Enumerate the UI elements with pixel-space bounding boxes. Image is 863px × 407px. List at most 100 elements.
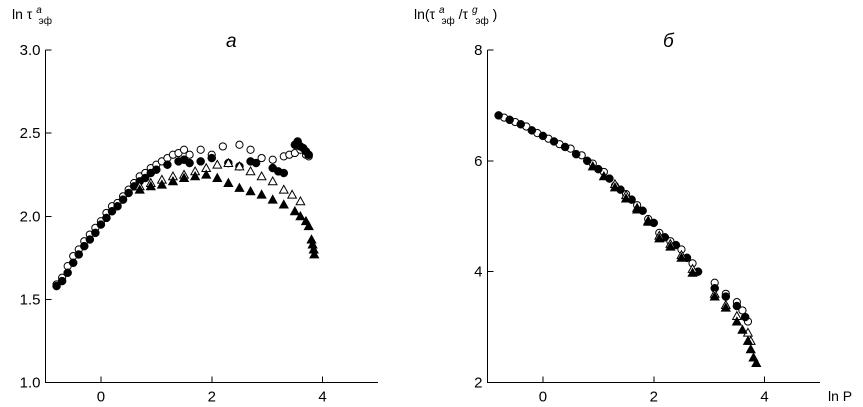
- data-point-filled-circle: [527, 126, 537, 135]
- data-point-open-circle: [196, 145, 205, 154]
- panel-a-y-axis-label: ln τ а эф: [12, 0, 52, 27]
- data-point-filled-circle: [163, 160, 172, 169]
- data-point-filled-triangle: [201, 169, 212, 179]
- data-point-filled-triangle: [245, 185, 256, 196]
- panel-b-x-axis-label: ln P: [828, 388, 852, 404]
- data-point-filled-triangle: [212, 172, 223, 182]
- data-point-filled-circle: [63, 268, 72, 278]
- panel-b-y-tick-label: 2: [474, 375, 482, 392]
- data-point-filled-triangle: [643, 216, 654, 226]
- data-point-filled-triangle: [709, 291, 720, 301]
- data-point-filled-triangle: [278, 199, 289, 209]
- panel-a-y-tick-label: 3.0: [20, 42, 41, 59]
- data-point-open-circle: [257, 153, 266, 163]
- data-point-filled-circle: [494, 111, 503, 120]
- panel-b-y-ticks: 2 4 6 8: [474, 42, 494, 392]
- data-point-filled-triangle: [720, 302, 731, 312]
- data-point-filled-circle: [583, 156, 592, 166]
- data-point-open-circle: [179, 145, 189, 154]
- panel-b-y-tick-label: 6: [474, 153, 482, 170]
- data-point-filled-triangle: [587, 161, 598, 171]
- data-point-filled-circle: [57, 276, 67, 286]
- data-point-filled-circle: [279, 168, 289, 178]
- panel-b-x-tick-label: 2: [650, 389, 658, 406]
- data-point-filled-circle: [549, 137, 559, 146]
- data-point-filled-triangle: [295, 210, 306, 221]
- data-point-open-triangle: [286, 189, 298, 199]
- panel-b-label: б: [663, 31, 675, 52]
- data-point-open-triangle: [295, 195, 306, 206]
- data-point-open-circle: [185, 150, 194, 159]
- data-point-filled-circle: [68, 258, 78, 268]
- data-point-filled-circle: [538, 131, 548, 141]
- data-point-open-triangle: [256, 171, 267, 181]
- data-point-filled-triangle: [256, 189, 267, 199]
- data-point-filled-triangle: [598, 171, 610, 181]
- data-point-open-triangle: [245, 166, 256, 176]
- panel-b-x-ticks: 0 2 4: [539, 376, 769, 406]
- data-point-filled-circle: [516, 120, 525, 129]
- data-point-filled-triangle: [620, 193, 632, 203]
- panel-a-x-ticks: 0 2 4: [97, 376, 327, 406]
- data-point-filled-triangle: [289, 205, 301, 216]
- data-point-filled-circle: [571, 149, 581, 159]
- panel-a-y-ticks: 1.0 1.5 2.0 2.5 3.0: [20, 42, 52, 392]
- data-point-filled-triangle: [631, 204, 643, 214]
- panel-a-y-tick-label: 1.5: [20, 291, 41, 308]
- panel-a-label: а: [226, 31, 237, 52]
- data-point-filled-circle: [80, 241, 89, 251]
- data-point-filled-circle: [721, 292, 731, 301]
- data-point-filled-triangle: [234, 182, 245, 192]
- data-point-open-circle: [246, 145, 255, 154]
- data-point-filled-triangle: [267, 194, 278, 204]
- panel-a-y-tick-label: 2.5: [20, 125, 41, 142]
- data-point-open-circle: [268, 155, 277, 164]
- data-point-filled-circle: [196, 157, 205, 166]
- data-point-filled-circle: [113, 202, 122, 211]
- data-point-filled-circle: [102, 213, 111, 223]
- data-point-filled-triangle: [145, 180, 156, 191]
- data-point-filled-triangle: [156, 179, 168, 189]
- panel-a-x-tick-label: 4: [318, 389, 326, 406]
- data-point-filled-circle: [96, 220, 106, 229]
- data-point-filled-triangle: [609, 182, 621, 192]
- data-point-filled-triangle: [167, 176, 179, 186]
- data-point-filled-triangle: [742, 335, 754, 345]
- panel-b-y-tick-label: 8: [474, 42, 482, 59]
- data-point-filled-triangle: [687, 267, 698, 277]
- data-point-filled-triangle: [223, 177, 234, 187]
- data-point-filled-circle: [74, 250, 83, 259]
- data-point-filled-triangle: [303, 220, 314, 231]
- data-point-filled-triangle: [737, 324, 748, 334]
- panel-a-x-tick-label: 0: [97, 389, 105, 406]
- data-point-filled-circle: [91, 228, 100, 238]
- data-point-open-circle: [235, 140, 244, 149]
- data-point-filled-triangle: [665, 241, 676, 251]
- data-point-filled-circle: [107, 207, 117, 216]
- data-point-filled-circle: [207, 153, 216, 163]
- data-point-filled-circle: [118, 195, 128, 204]
- panel-b-y-tick-label: 4: [474, 264, 482, 281]
- data-point-filled-circle: [52, 281, 61, 291]
- panel-b-x-tick-label: 0: [539, 389, 547, 406]
- panel-a-y-tick-label: 1.0: [20, 375, 41, 392]
- panel-a-y-tick-label: 2.0: [20, 208, 41, 225]
- data-point-filled-triangle: [751, 357, 762, 368]
- panel-a-data-points: [52, 137, 320, 291]
- data-point-filled-circle: [185, 158, 194, 168]
- panel-b-x-tick-label: 4: [760, 389, 768, 406]
- data-point-filled-triangle: [189, 171, 201, 181]
- panel-a: а ln τ а эф 1.0 1.5 2.0 2.5 3.0 0 2 4: [12, 0, 378, 406]
- data-point-open-triangle: [267, 176, 278, 186]
- data-point-filled-circle: [124, 188, 133, 198]
- data-point-filled-triangle: [676, 252, 687, 262]
- data-point-open-triangle: [278, 184, 289, 194]
- data-point-filled-triangle: [745, 343, 756, 354]
- data-point-filled-circle: [304, 150, 313, 159]
- data-point-filled-circle: [560, 142, 570, 152]
- data-point-filled-circle: [85, 235, 95, 244]
- data-point-filled-triangle: [178, 172, 190, 182]
- data-point-filled-circle: [732, 301, 742, 311]
- panel-b: б ln(τ а эф /τ g эф ) 2 4 6 8 0 2 4 ln P: [414, 5, 852, 406]
